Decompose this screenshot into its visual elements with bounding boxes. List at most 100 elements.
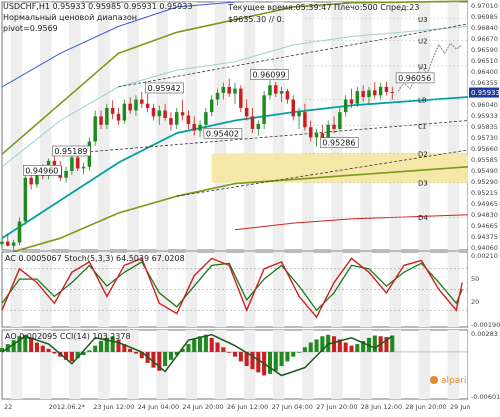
candle-body[interactable] <box>163 110 167 119</box>
stochastic-panel[interactable]: 0.00210 50 20 -0.00190 AC 0.0005067 Stoch(5,… <box>1 251 500 329</box>
candle-body[interactable] <box>279 91 284 94</box>
main-session-stripe <box>360 2 372 250</box>
candle-body[interactable] <box>314 133 319 138</box>
x-axis-tick-label: 26 Jun 12:00 <box>227 403 268 411</box>
alpari-logo-text: alpari <box>441 376 466 386</box>
candle-body[interactable] <box>274 85 278 94</box>
ao-session-stripe <box>214 330 227 399</box>
candle-body[interactable] <box>23 177 28 222</box>
candle-body[interactable] <box>297 112 301 117</box>
ao-bar <box>244 351 249 367</box>
ao-bar <box>40 345 45 352</box>
candle-body[interactable] <box>140 99 144 104</box>
ao-bar <box>221 347 226 352</box>
main-axis-tick-label: 0.96510 <box>471 57 498 65</box>
candle-body[interactable] <box>244 107 249 117</box>
support-zone <box>211 153 468 183</box>
candle-body[interactable] <box>11 242 16 246</box>
candle-body[interactable] <box>52 160 57 167</box>
main-axis-tick-label: 0.94965 <box>471 200 498 208</box>
candle-body[interactable] <box>215 92 220 100</box>
candle-body[interactable] <box>198 124 202 131</box>
candle-body[interactable] <box>320 133 325 141</box>
candle-body[interactable] <box>204 112 208 125</box>
candle-body[interactable] <box>361 91 365 97</box>
ao-session-stripe <box>156 330 169 399</box>
candle-body[interactable] <box>291 99 295 117</box>
candle-body[interactable] <box>343 99 348 113</box>
level-label: D2 <box>418 150 428 158</box>
candle-body[interactable] <box>209 99 214 113</box>
candle-body[interactable] <box>128 103 132 111</box>
candle-body[interactable] <box>233 88 237 94</box>
symbol-line: USDCHF,H1 0.95933 0.95985 0.95931 0.9593… <box>3 2 192 11</box>
candle-body[interactable] <box>250 116 255 129</box>
candle-body[interactable] <box>70 157 74 171</box>
candle-body[interactable] <box>262 95 266 124</box>
stoch-axis-bg <box>468 252 500 327</box>
ao-bar <box>116 339 121 352</box>
candle-body[interactable] <box>29 177 33 185</box>
ao-bar <box>349 345 354 352</box>
x-axis-tick-label: 27 Jun 20:00 <box>316 403 357 411</box>
candle-body[interactable] <box>64 170 68 178</box>
stoch-session-stripe <box>243 252 256 327</box>
candle-body[interactable] <box>285 91 290 100</box>
candle-body[interactable] <box>99 116 103 125</box>
candle-body[interactable] <box>81 166 86 169</box>
candle-body[interactable] <box>221 86 226 93</box>
candle-body[interactable] <box>332 124 336 129</box>
status-line-1: Текущее время:05:39:47 Плечо:500 Спред:2… <box>227 3 419 12</box>
level-label: D4 <box>418 214 428 222</box>
candle-body[interactable] <box>175 112 179 125</box>
trend-upper <box>118 23 469 88</box>
candle-body[interactable] <box>0 241 4 245</box>
ao-bar <box>361 340 366 352</box>
main-axis-tick-label: 0.95585 <box>471 156 498 164</box>
candle-body[interactable] <box>378 86 383 96</box>
candle-body[interactable] <box>355 91 360 104</box>
candle-body[interactable] <box>192 123 196 131</box>
candle-body[interactable] <box>268 85 272 96</box>
candle-body[interactable] <box>367 90 371 97</box>
candle-body[interactable] <box>110 107 115 114</box>
candle-body[interactable] <box>145 103 150 108</box>
candle-body[interactable] <box>151 107 156 117</box>
candle-body[interactable] <box>105 107 109 125</box>
candle-body[interactable] <box>93 116 97 142</box>
candle-body[interactable] <box>227 86 231 94</box>
candle-body[interactable] <box>239 88 243 108</box>
stoch-session-stripe <box>10 252 23 327</box>
ao-bar <box>110 336 115 352</box>
ao-bar <box>256 351 261 373</box>
candle-body[interactable] <box>35 170 39 185</box>
candle-body[interactable] <box>17 221 22 243</box>
ao-cci-panel[interactable]: 0.00283 -0.00601 AO 0.002095 CCI(14) 103.2… <box>0 329 500 401</box>
candle-body[interactable] <box>349 99 354 104</box>
candle-body[interactable] <box>157 110 162 117</box>
ao-bar <box>285 351 290 362</box>
candle-body[interactable] <box>6 241 10 246</box>
candle-body[interactable] <box>180 112 185 116</box>
candle-body[interactable] <box>338 112 342 129</box>
main-axis-tick-label: 0.94665 <box>471 222 498 230</box>
candle-body[interactable] <box>303 112 307 128</box>
main-chart-panel[interactable]: U3U2U1LBL1D2D3D40.949600.951890.959420.9… <box>0 0 500 256</box>
candle-body[interactable] <box>384 86 389 92</box>
candle-body[interactable] <box>169 118 173 125</box>
candle-body[interactable] <box>373 90 377 96</box>
x-axis-tick-label: 28 Jun 20:00 <box>405 403 446 411</box>
candle-body[interactable] <box>75 157 80 169</box>
candle-body[interactable] <box>122 103 127 121</box>
stoch-session-stripe <box>418 252 431 327</box>
ao-bar <box>302 347 307 352</box>
candle-body[interactable] <box>326 124 330 141</box>
candle-body[interactable] <box>186 115 191 124</box>
candle-body[interactable] <box>308 127 313 138</box>
ao-bar <box>192 339 197 352</box>
candle-body[interactable] <box>116 113 121 121</box>
candle-body[interactable] <box>256 123 261 129</box>
ao-bar <box>198 336 203 352</box>
candle-body[interactable] <box>134 99 138 111</box>
candle-body[interactable] <box>390 91 395 93</box>
